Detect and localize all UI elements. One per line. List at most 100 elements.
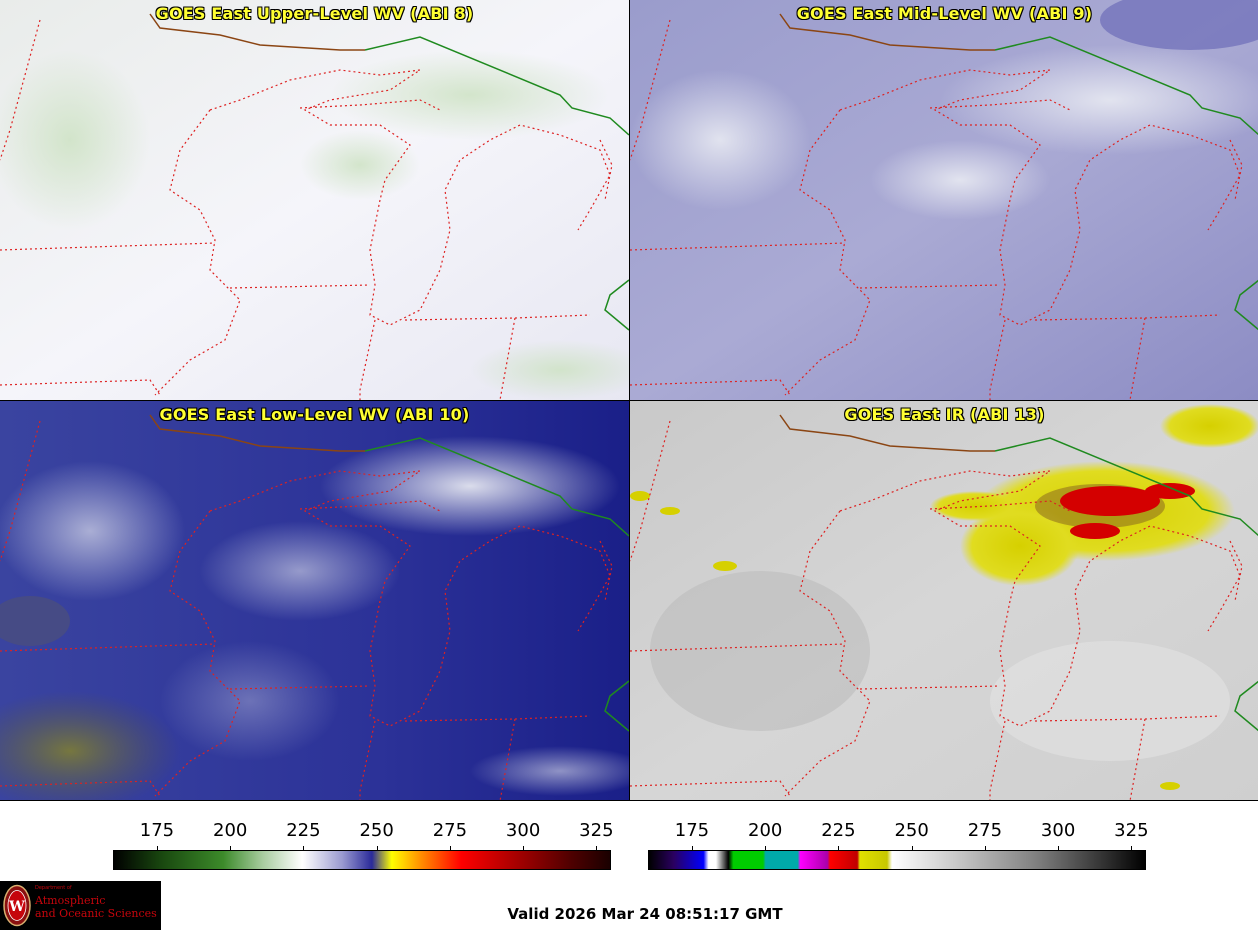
state-border-line <box>1129 317 1146 400</box>
wv-colorbar-ticks: 175 200 225 250 275 300 325 <box>113 808 614 850</box>
valid-time-label: Valid 2026 Mar 24 08:51:17 GMT <box>507 905 783 923</box>
logo-oceanic-text: and Oceanic Sciences <box>35 907 157 920</box>
panel-low-level-wv: GOES East Low-Level WV (ABI 10) <box>0 401 629 801</box>
state-border-line <box>999 124 1241 326</box>
state-border-line <box>784 109 871 396</box>
colorbar-tick-label: 325 <box>1114 820 1149 841</box>
state-border-line <box>499 718 516 801</box>
state-border-line <box>209 69 421 201</box>
colorbar-tick-label: 225 <box>286 820 321 841</box>
state-border-line <box>859 284 1001 289</box>
colorbar-tick-mark <box>303 846 305 850</box>
boundary-line <box>604 279 629 331</box>
boundary-line <box>149 13 365 51</box>
logo-atmospheric-text: Atmospheric <box>35 894 106 907</box>
state-border-line <box>0 780 161 797</box>
state-border-line <box>989 319 1006 400</box>
colorbar-tick-label: 225 <box>821 820 856 841</box>
ir-border-overlay <box>630 414 1258 801</box>
colorbar-tick-label: 200 <box>212 820 248 841</box>
wv-colorbar-gradient <box>113 850 611 870</box>
state-border-line <box>784 510 871 797</box>
mid-border-overlay <box>630 13 1258 400</box>
state-border-line <box>1229 540 1243 602</box>
state-border-line <box>599 540 613 602</box>
colorbar-tick-mark <box>838 846 840 850</box>
state-border-line <box>404 715 591 722</box>
panel-title-upper: GOES East Upper-Level WV (ABI 8) <box>155 4 474 23</box>
state-border-line <box>499 317 516 400</box>
colorbar-tick-label: 300 <box>505 820 541 841</box>
panel-divider-bottom <box>0 800 1258 801</box>
boundary-line <box>1234 680 1258 732</box>
colorbar-tick-label: 325 <box>579 820 614 841</box>
state-border-line <box>839 470 1051 602</box>
boundary-line <box>779 414 995 452</box>
colorbar-tick-label: 175 <box>674 820 710 841</box>
colorbar-tick-label: 175 <box>139 820 175 841</box>
colorbar-tick-label: 300 <box>1040 820 1076 841</box>
state-border-line <box>630 780 791 797</box>
colorbar-tick-mark <box>911 846 913 850</box>
boundary-line <box>1234 279 1258 331</box>
ir-image <box>630 401 1258 801</box>
state-border-line <box>369 124 611 326</box>
colorbar-tick-mark <box>156 846 158 850</box>
state-border-line <box>630 643 846 652</box>
panel-title-mid: GOES East Mid-Level WV (ABI 9) <box>796 4 1093 23</box>
boundary-line <box>994 36 1258 136</box>
panel-divider-horizontal <box>0 400 1258 401</box>
state-border-line <box>630 19 671 161</box>
colorbar-tick-mark <box>984 846 986 850</box>
state-border-line <box>0 379 161 396</box>
boundary-line <box>364 36 629 136</box>
state-border-line <box>154 510 241 797</box>
state-border-line <box>599 139 613 201</box>
panel-ir: GOES East IR (ABI 13) <box>630 401 1258 801</box>
state-border-line <box>0 643 216 652</box>
state-border-line <box>229 685 371 690</box>
colorbar-tick-label: 250 <box>894 820 929 841</box>
state-border-line <box>630 379 791 396</box>
colorbar-tick-mark <box>376 846 378 850</box>
state-border-line <box>369 525 611 727</box>
state-border-line <box>1034 715 1221 722</box>
colorbar-tick-mark <box>596 846 598 850</box>
colorbar-tick-label: 250 <box>359 820 394 841</box>
colorbar-tick-mark <box>691 846 693 850</box>
state-border-line <box>359 720 376 801</box>
state-border-line <box>859 685 1001 690</box>
state-border-line <box>989 720 1006 801</box>
low-border-overlay <box>0 414 629 801</box>
panel-title-low: GOES East Low-Level WV (ABI 10) <box>159 405 470 424</box>
logo-department-text: Department of <box>35 885 72 891</box>
state-border-line <box>839 69 1051 201</box>
boundary-line <box>604 680 629 732</box>
state-border-line <box>929 500 1071 512</box>
boundary-line <box>994 437 1258 537</box>
state-border-line <box>359 319 376 400</box>
ir-colorbar-gradient <box>648 850 1146 870</box>
colorbar-tick-mark <box>1131 846 1133 850</box>
state-border-line <box>929 99 1071 111</box>
state-border-line <box>0 420 41 562</box>
state-border-line <box>229 284 371 289</box>
aos-logo: W Department of Atmospheric and Oceanic … <box>0 881 161 930</box>
wv-colorbar: 175 200 225 250 275 300 325 <box>113 808 614 878</box>
colorbar-tick-label: 200 <box>747 820 783 841</box>
state-border-line <box>1229 139 1243 201</box>
boundary-line <box>364 437 629 537</box>
colorbar-tick-mark <box>523 846 525 850</box>
state-border-line <box>0 19 41 161</box>
boundary-line <box>149 414 365 452</box>
state-border-line <box>630 420 671 562</box>
colorbar-tick-mark <box>765 846 767 850</box>
panel-mid-level-wv: GOES East Mid-Level WV (ABI 9) <box>630 0 1258 400</box>
ir-colorbar: 175 200 225 250 275 300 325 <box>648 808 1149 878</box>
state-border-line <box>0 242 216 251</box>
ir-colorbar-ticks: 175 200 225 250 275 300 325 <box>648 808 1149 850</box>
state-border-line <box>154 109 241 396</box>
panel-title-ir: GOES East IR (ABI 13) <box>844 405 1045 424</box>
state-border-line <box>1034 314 1221 321</box>
state-border-line <box>630 242 846 251</box>
